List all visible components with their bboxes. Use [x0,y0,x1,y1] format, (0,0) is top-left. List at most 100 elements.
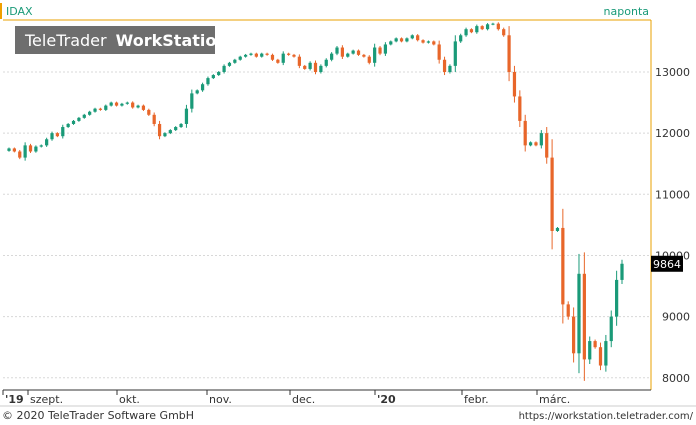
y-tick-label: 13000 [655,66,690,79]
candle-body [480,26,484,30]
candle-body [77,117,81,121]
y-axis-labels: 8000900010000110001200013000 [655,66,690,385]
x-tick-label: '20 [377,393,396,406]
candle-body [475,26,479,33]
x-tick-label: febr. [464,393,489,406]
candle-body [233,59,237,63]
candle-body [566,304,570,317]
watermark-brand: TeleTrader [24,31,107,50]
candle-body [287,53,291,55]
candle-body [346,53,350,57]
candle-body [518,96,522,121]
candle-body [539,133,543,146]
candle-body [620,263,624,280]
candle-body [276,59,280,63]
x-tick-label: okt. [119,393,140,406]
candle-body [141,105,146,110]
candle-body [93,108,97,112]
watermark-box [15,26,215,54]
candle-body [292,54,296,57]
candle-body [593,341,597,348]
candle-body [577,273,581,354]
candle-body [615,279,619,317]
candle-body [426,41,431,43]
x-tick-label: márc. [539,393,570,406]
candle-body [206,78,210,85]
candle-body [399,38,404,42]
candle-body [61,127,65,137]
candle-body [131,102,135,108]
copyright-text: © 2020 TeleTrader Software GmbH [2,409,194,422]
plot-area [3,20,651,390]
candle-body [442,59,447,72]
header-accent-bar [0,3,2,19]
candle-body [254,53,258,57]
candle-body [39,145,43,147]
x-tick-label: dec. [292,393,315,406]
candle-body [416,35,420,41]
candle-body [157,123,162,137]
candle-body [491,23,495,25]
candle-body [82,114,86,118]
candle-body [534,142,538,146]
x-tick-label: szept. [30,393,63,406]
candle-body [50,133,54,140]
candle-body [502,29,506,36]
candle-body [249,53,253,55]
y-tick-label: 11000 [655,188,690,201]
interval-label: naponta [604,5,649,18]
candle-body [512,71,517,97]
candle-body [265,53,269,55]
y-tick-label: 9000 [662,311,690,324]
candle-body [120,103,124,106]
candle-body [528,142,533,146]
source-url[interactable]: https://workstation.teletrader.com/ [519,411,694,422]
candle-body [459,35,463,42]
candle-body [421,40,425,43]
candle-body [174,127,178,131]
candle-body [270,54,275,60]
candle-body [313,62,318,72]
candle-body [609,316,613,342]
x-tick-label: nov. [209,393,232,406]
symbol-label: IDAX [6,5,33,18]
candle-body [464,29,468,36]
candle-body [104,105,108,110]
candle-body [582,273,586,360]
candle-body [378,47,382,54]
watermark-product: WorkStation [116,31,228,50]
candle-body [297,56,301,66]
candle-body [28,145,33,152]
candle-body [114,102,119,106]
candle-body [190,93,194,109]
candle-body [545,133,549,158]
candle-body [496,23,500,30]
candle-body [604,341,608,366]
x-axis-labels: '19 szept. okt. nov. dec. '20 febr. márc. [2,390,570,406]
candle-body [217,71,221,76]
candle-body [211,75,215,79]
candle-body [362,54,366,57]
candle-body [335,47,339,54]
candle-body [410,35,414,39]
candle-body [179,123,183,128]
candle-body [561,227,565,305]
candle-body [351,50,355,54]
candle-body [222,65,226,72]
candle-body [308,62,312,69]
candle-body [389,41,393,45]
candle-body [23,145,27,158]
candle-body [432,41,436,45]
y-tick-label: 12000 [655,127,690,140]
candle-body [147,109,151,115]
candle-body [136,105,140,108]
y-tick-label: 8000 [662,372,690,385]
candle-body [88,111,92,115]
grid-lines [3,71,651,379]
candle-body [340,47,344,57]
candle-body [7,148,11,151]
candle-body [281,53,285,63]
candle-body [227,62,232,66]
candle-body [200,84,205,91]
